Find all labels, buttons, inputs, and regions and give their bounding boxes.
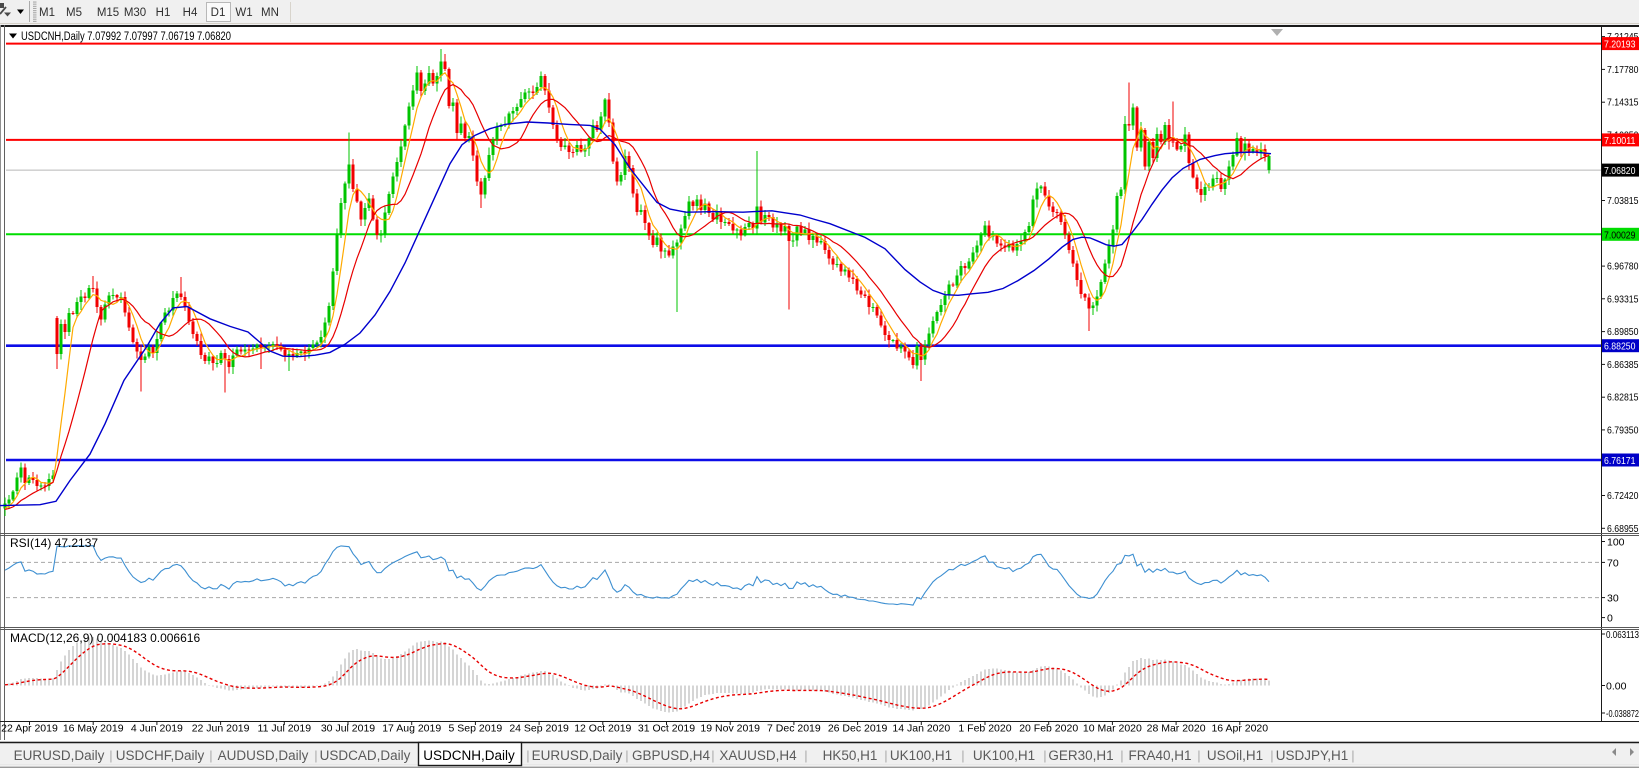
svg-text:6.93315: 6.93315 xyxy=(1607,293,1639,305)
svg-text:M5: M5 xyxy=(66,7,82,19)
svg-text:M15: M15 xyxy=(97,7,119,19)
svg-text:28 Mar 2020: 28 Mar 2020 xyxy=(1147,723,1206,735)
svg-text:7.20193: 7.20193 xyxy=(1604,39,1636,51)
svg-text:100: 100 xyxy=(1607,537,1625,549)
svg-text:M30: M30 xyxy=(124,7,146,19)
svg-text:31 Oct 2019: 31 Oct 2019 xyxy=(638,723,695,735)
svg-text:1 Feb 2020: 1 Feb 2020 xyxy=(958,723,1011,735)
svg-text:22 Jun 2019: 22 Jun 2019 xyxy=(192,723,250,735)
svg-text:5 Sep 2019: 5 Sep 2019 xyxy=(449,723,503,735)
svg-text:|: | xyxy=(804,748,807,763)
svg-text:|: | xyxy=(109,748,112,763)
svg-text:MN: MN xyxy=(261,7,279,19)
svg-text:|: | xyxy=(961,748,964,763)
svg-text:XAUUSD,H4: XAUUSD,H4 xyxy=(719,748,797,763)
svg-text:6.96780: 6.96780 xyxy=(1607,261,1639,273)
svg-text:|: | xyxy=(711,748,714,763)
svg-text:AUDUSD,Daily: AUDUSD,Daily xyxy=(218,748,309,763)
svg-text:6.76171: 6.76171 xyxy=(1604,455,1636,467)
svg-text:14 Jan 2020: 14 Jan 2020 xyxy=(892,723,950,735)
svg-text:H1: H1 xyxy=(156,7,171,19)
svg-text:UK100,H1: UK100,H1 xyxy=(973,748,1035,763)
svg-text:11 Jul 2019: 11 Jul 2019 xyxy=(258,723,312,735)
svg-text:|: | xyxy=(884,748,887,763)
svg-text:6.89850: 6.89850 xyxy=(1607,326,1639,338)
svg-text:|: | xyxy=(209,748,212,763)
svg-text:USDJPY,H1: USDJPY,H1 xyxy=(1276,748,1349,763)
svg-text:HK50,H1: HK50,H1 xyxy=(823,748,878,763)
svg-text:0: 0 xyxy=(1607,613,1613,625)
svg-text:6.88250: 6.88250 xyxy=(1604,341,1636,353)
svg-text:USDCNH,Daily 7.07992 7.07997: USDCNH,Daily 7.07992 7.07997 7.06719 7.0… xyxy=(21,31,231,43)
svg-text:MACD(12,26,9) 0.004183 0.00661: MACD(12,26,9) 0.004183 0.006616 xyxy=(10,631,200,645)
svg-text:7 Dec 2019: 7 Dec 2019 xyxy=(767,723,821,735)
svg-text:6.79350: 6.79350 xyxy=(1607,424,1639,436)
svg-text:EURUSD,Daily: EURUSD,Daily xyxy=(14,748,105,763)
svg-text:6.72420: 6.72420 xyxy=(1607,490,1639,502)
svg-text:GER30,H1: GER30,H1 xyxy=(1048,748,1113,763)
svg-text:RSI(14) 47.2137: RSI(14) 47.2137 xyxy=(10,536,98,550)
svg-text:EURUSD,Daily: EURUSD,Daily xyxy=(532,748,623,763)
svg-text:|: | xyxy=(1197,748,1200,763)
svg-text:19 Nov 2019: 19 Nov 2019 xyxy=(700,723,760,735)
svg-text:22 Apr 2019: 22 Apr 2019 xyxy=(1,723,58,735)
svg-text:10 Mar 2020: 10 Mar 2020 xyxy=(1083,723,1142,735)
svg-text:M1: M1 xyxy=(39,7,55,19)
svg-text:24 Sep 2019: 24 Sep 2019 xyxy=(509,723,569,735)
svg-text:H4: H4 xyxy=(183,7,198,19)
svg-text:|: | xyxy=(625,748,628,763)
svg-text:|: | xyxy=(314,748,317,763)
svg-text:17 Aug 2019: 17 Aug 2019 xyxy=(382,723,441,735)
svg-text:4 Jun 2019: 4 Jun 2019 xyxy=(131,723,183,735)
svg-text:6.68955: 6.68955 xyxy=(1607,523,1639,535)
svg-text:16 Apr 2020: 16 Apr 2020 xyxy=(1211,723,1268,735)
svg-text:7.03815: 7.03815 xyxy=(1607,195,1639,207)
svg-text:FRA40,H1: FRA40,H1 xyxy=(1128,748,1191,763)
svg-text:|: | xyxy=(1120,748,1123,763)
svg-text:12 Oct 2019: 12 Oct 2019 xyxy=(574,723,631,735)
svg-text:UK100,H1: UK100,H1 xyxy=(890,748,952,763)
svg-text:W1: W1 xyxy=(235,7,252,19)
svg-text:6.82815: 6.82815 xyxy=(1607,392,1639,404)
svg-text:USDCNH,Daily: USDCNH,Daily xyxy=(423,748,515,763)
svg-text:|: | xyxy=(1270,748,1273,763)
svg-text:20 Feb 2020: 20 Feb 2020 xyxy=(1019,723,1078,735)
svg-text:30 Jul 2019: 30 Jul 2019 xyxy=(321,723,375,735)
svg-text:7.00029: 7.00029 xyxy=(1604,229,1636,241)
svg-text:7.14315: 7.14315 xyxy=(1607,97,1639,109)
svg-text:-0.038872: -0.038872 xyxy=(1606,708,1639,720)
svg-text:26 Dec 2019: 26 Dec 2019 xyxy=(828,723,888,735)
svg-text:GBPUSD,H4: GBPUSD,H4 xyxy=(632,748,711,763)
svg-text:30: 30 xyxy=(1607,593,1619,605)
svg-text:6.86385: 6.86385 xyxy=(1607,359,1639,371)
svg-text:16 May 2019: 16 May 2019 xyxy=(63,723,124,735)
svg-text:7.10011: 7.10011 xyxy=(1604,135,1636,147)
svg-text:|: | xyxy=(1043,748,1046,763)
svg-text:D1: D1 xyxy=(211,7,226,19)
svg-text:USDCAD,Daily: USDCAD,Daily xyxy=(320,748,411,763)
svg-text:7.17780: 7.17780 xyxy=(1607,64,1639,76)
svg-text:0.063113: 0.063113 xyxy=(1606,629,1639,641)
svg-text:7.06820: 7.06820 xyxy=(1604,165,1636,177)
svg-text:USDCHF,Daily: USDCHF,Daily xyxy=(116,748,205,763)
svg-text:|: | xyxy=(526,748,529,763)
svg-text:|: | xyxy=(1351,748,1354,763)
svg-text:0.00: 0.00 xyxy=(1606,681,1627,693)
svg-text:70: 70 xyxy=(1607,557,1619,569)
svg-text:USOil,H1: USOil,H1 xyxy=(1207,748,1263,763)
